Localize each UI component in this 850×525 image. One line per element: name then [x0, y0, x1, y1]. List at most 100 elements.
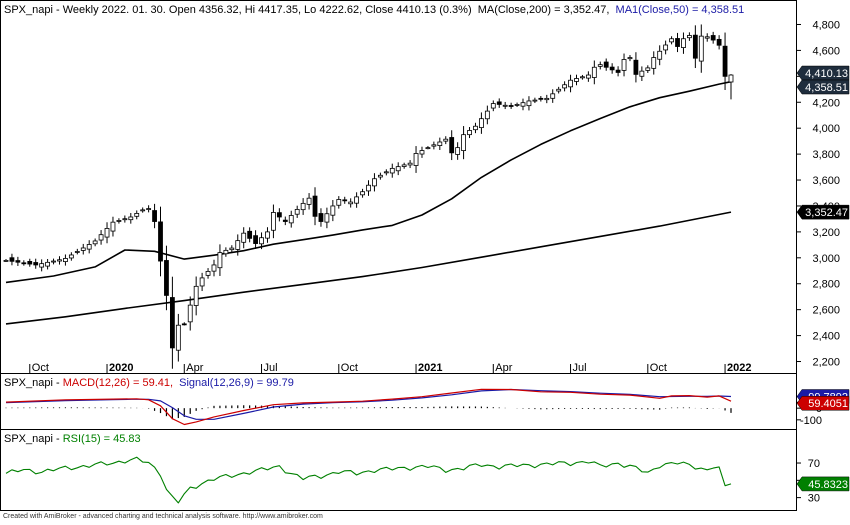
candle — [217, 244, 223, 276]
candle-body-up — [241, 232, 247, 243]
price-value-tags: 4,410.13 4,358.51 3,352.47 — [796, 65, 850, 220]
candle-body-up — [348, 201, 354, 205]
candle-body-down — [342, 199, 348, 202]
candle — [9, 253, 15, 266]
candle-body-up — [425, 147, 431, 150]
candle-body-up — [63, 258, 68, 263]
candle-body-down — [710, 35, 716, 41]
candle-body-up — [627, 57, 633, 60]
candle — [27, 258, 33, 267]
candle — [413, 146, 419, 173]
candle-body-up — [502, 104, 508, 107]
candle — [336, 196, 342, 209]
candle — [651, 51, 657, 75]
candle-body-down — [538, 97, 544, 100]
macd-value-tag-label: 59.4051 — [808, 398, 848, 410]
candle — [710, 31, 716, 44]
candle-body-up — [544, 97, 550, 101]
candle-body-up — [562, 84, 568, 89]
candle-body-up — [413, 153, 419, 166]
candle — [134, 210, 140, 220]
candle — [627, 55, 633, 62]
candle-body-up — [657, 50, 663, 60]
candle-body-down — [318, 213, 324, 222]
x-tick-label: Apr — [495, 362, 512, 374]
ma50-value-tag-label: 4,358.51 — [805, 82, 848, 94]
candle-body-up — [698, 35, 704, 62]
candle — [86, 240, 92, 254]
macd-panel-title: SPX_napi - MACD(12,26) = 59.41, Signal(1… — [4, 377, 294, 389]
candle-body-down — [716, 38, 722, 46]
candle-body-up — [389, 167, 395, 174]
candle-body-up — [300, 202, 306, 211]
candle-body-down — [508, 105, 514, 107]
x-tick-label: Apr — [186, 362, 203, 374]
candle-body-up — [704, 36, 710, 39]
candle — [140, 207, 146, 213]
candle-body-up — [68, 254, 74, 259]
candle — [461, 126, 466, 160]
candle-body-up — [383, 171, 389, 174]
candle-body-up — [3, 260, 9, 262]
candle-body-down — [181, 323, 187, 326]
candle — [300, 198, 306, 215]
price-y-tick-label: 2,800 — [812, 279, 840, 291]
candle-body-up — [372, 178, 377, 187]
candle-body-up — [39, 263, 45, 268]
candle-body-up — [288, 215, 294, 224]
candle — [175, 313, 181, 362]
ma50-line-layer — [5, 80, 732, 284]
candle — [574, 74, 579, 86]
candle-body-down — [312, 195, 318, 217]
candle-body-down — [449, 137, 455, 154]
ma200-value-tag: 3,352.47 — [796, 204, 850, 220]
candle-body-up — [377, 174, 383, 178]
candle-body-up — [431, 144, 437, 147]
candle — [74, 248, 80, 255]
candle-body-up — [187, 304, 193, 323]
candle — [45, 258, 50, 270]
candle-body-down — [21, 262, 27, 265]
candle-body-up — [419, 150, 425, 155]
x-tick-label: 2020 — [109, 362, 133, 374]
candle-body-up — [568, 79, 573, 88]
price-y-tick-label: 2,400 — [812, 331, 840, 343]
candle — [704, 33, 710, 42]
candle-body-up — [229, 247, 235, 251]
candle-body-up — [211, 264, 217, 272]
close-price-tag: 4,410.13 — [796, 65, 850, 81]
candle-body-up — [520, 102, 526, 107]
candle-body-down — [247, 230, 253, 239]
candle — [437, 137, 443, 150]
macd-line — [5, 388, 732, 426]
candle-body-up — [104, 228, 110, 238]
x-tick-label: 2021 — [418, 362, 442, 374]
candle-body-up — [336, 199, 342, 206]
candle — [467, 127, 472, 139]
candle — [342, 196, 348, 204]
candle-body-up — [86, 244, 92, 250]
candle-body-up — [639, 70, 645, 77]
candle-body-up — [728, 74, 734, 83]
time-x-axis: Oct 2020 Apr Jul Oct 2021 Apr Jul Oct 2022 — [29, 362, 752, 374]
candle — [389, 163, 395, 178]
candle — [425, 146, 431, 150]
candle — [508, 102, 514, 109]
price-y-tick-label: 3,000 — [812, 253, 840, 265]
candle — [164, 245, 169, 311]
rsi-panel-title: SPX_napi - RSI(15) = 45.83 — [4, 433, 141, 445]
candle — [675, 32, 680, 53]
price-y-tick-label: 3,800 — [812, 149, 840, 161]
candle — [395, 162, 401, 176]
candle — [663, 40, 669, 55]
candle — [92, 238, 98, 247]
x-tick-label: Jul — [264, 362, 278, 374]
candle — [591, 60, 597, 85]
candle-body-up — [140, 209, 146, 212]
macd-value-tag: 59.4051 — [796, 395, 850, 411]
candle-body-up — [437, 141, 443, 146]
macd-histogram-layer — [5, 405, 732, 420]
candle — [722, 32, 728, 90]
candle — [609, 63, 615, 74]
candle — [562, 81, 568, 92]
